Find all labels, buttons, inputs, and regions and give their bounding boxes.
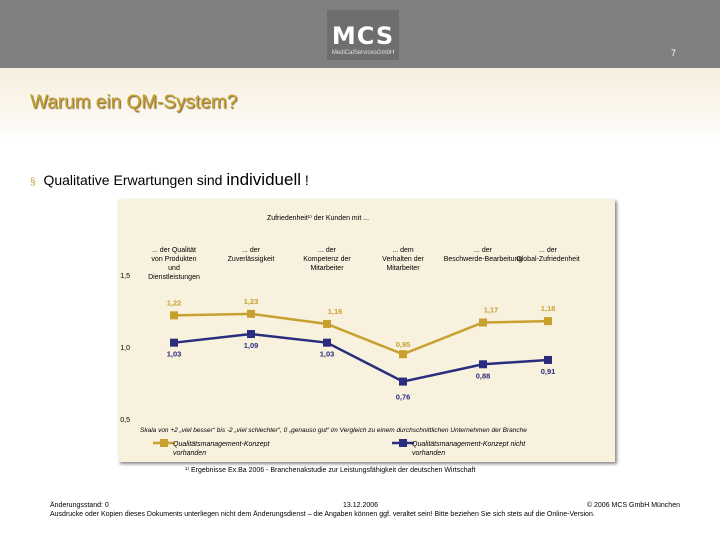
data-label: 1,03 bbox=[320, 350, 335, 359]
category-label: ... dem Verhalten der Mitarbeiter bbox=[382, 247, 424, 272]
chart-container: Zufriedenheit¹⁾ der Kunden mit ... ... de… bbox=[118, 199, 615, 462]
logo-text: MCS bbox=[331, 22, 395, 50]
data-point bbox=[247, 309, 255, 318]
data-label: 1,03 bbox=[167, 350, 182, 359]
data-label: 0,76 bbox=[396, 393, 411, 402]
company-logo: MCS MediCalServicesGmbH bbox=[327, 10, 399, 60]
page-number: 7 bbox=[670, 48, 676, 58]
data-label: 1,23 bbox=[244, 297, 259, 306]
y-tick-label: 1,5 bbox=[120, 273, 130, 280]
data-label: 1,17 bbox=[484, 306, 499, 315]
data-point bbox=[479, 318, 487, 327]
category-label: ... der Kompetenz der Mitarbeiter bbox=[303, 247, 351, 272]
bullet-prefix: Qualitative Erwartungen sind bbox=[43, 172, 223, 188]
legend-label: Qualitätsmanagement-Konzept nicht vorhand… bbox=[412, 441, 526, 457]
legend-marker bbox=[399, 439, 407, 447]
data-point bbox=[479, 360, 487, 369]
series-line bbox=[173, 332, 549, 383]
data-label: 0,88 bbox=[476, 371, 491, 380]
chart-title: Zufriedenheit¹⁾ der Kunden mit ... bbox=[267, 214, 369, 222]
data-point bbox=[399, 350, 407, 359]
data-point bbox=[323, 338, 331, 347]
data-point bbox=[544, 355, 552, 364]
y-tick-label: 0,5 bbox=[120, 417, 130, 424]
bullet-marker-icon: § bbox=[30, 177, 36, 188]
data-point bbox=[247, 330, 255, 339]
data-label: 1,16 bbox=[328, 307, 343, 316]
header-bar: MCS MediCalServicesGmbH 7 bbox=[0, 0, 720, 68]
bullet-highlight: individuell bbox=[226, 170, 302, 189]
data-point bbox=[170, 311, 178, 320]
category-label: ... der Qualität von Produkten und Dienstle… bbox=[148, 247, 200, 281]
data-point bbox=[399, 377, 407, 386]
footer-date: 13.12.2006 bbox=[343, 502, 379, 509]
data-label: 0,95 bbox=[396, 340, 411, 349]
data-point bbox=[323, 319, 331, 328]
title-band bbox=[0, 68, 720, 140]
data-point bbox=[544, 317, 552, 326]
revision-status: Änderungsstand: 0 bbox=[50, 502, 109, 509]
slide-title: Warum ein QM-System? bbox=[30, 92, 238, 113]
y-tick-label: 1,0 bbox=[120, 345, 130, 352]
data-label: 1,09 bbox=[244, 341, 259, 350]
legend-label: Qualitätsmanagement-Konzept vorhanden bbox=[173, 441, 271, 457]
data-label: 1,22 bbox=[167, 298, 182, 307]
category-label: ... der Global-Zufriedenheit bbox=[516, 247, 579, 263]
series-line bbox=[173, 312, 549, 356]
bullet-point: § Qualitative Erwartungen sind individue… bbox=[30, 170, 309, 190]
bullet-suffix: ! bbox=[304, 172, 309, 188]
footnote: ¹⁾ Ergebnisse Ex.Ba 2006 - Branchenakstu… bbox=[185, 467, 476, 474]
legend-marker bbox=[160, 439, 168, 447]
scale-note: Skala von +2 „viel besser“ bis -2 „viel … bbox=[140, 427, 527, 434]
logo-subtitle: MediCalServicesGmbH bbox=[331, 50, 395, 56]
category-label: ... der Zuverlässigkeit bbox=[228, 247, 275, 263]
footer-line-1: Änderungsstand: 0 13.12.2006 © 2006 MCS … bbox=[50, 502, 680, 509]
category-label: ... der Beschwerde-Bearbeitung bbox=[444, 247, 523, 263]
footer-disclaimer: Ausdrucke oder Kopien dieses Dokuments u… bbox=[50, 511, 595, 518]
data-label: 1,18 bbox=[541, 304, 556, 313]
data-point bbox=[170, 338, 178, 347]
data-label: 0,91 bbox=[541, 367, 556, 376]
copyright: © 2006 MCS GmbH München bbox=[586, 502, 680, 509]
line-chart: Zufriedenheit¹⁾ der Kunden mit ... ... de… bbox=[120, 214, 579, 457]
